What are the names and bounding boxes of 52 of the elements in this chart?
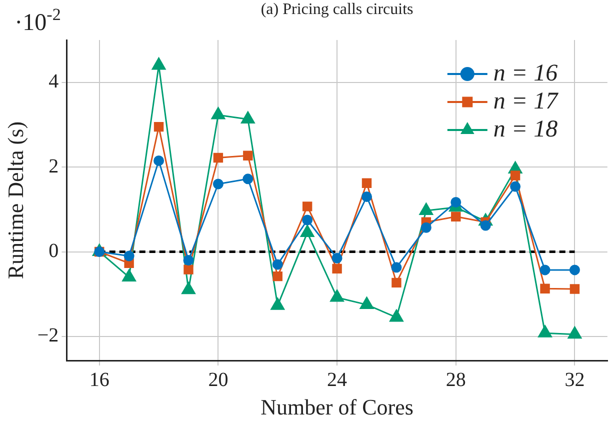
point xyxy=(510,170,520,180)
point xyxy=(390,310,404,322)
x-axis-title: Number of Cores xyxy=(260,394,414,420)
point xyxy=(480,220,491,231)
y-tick-label: 2 xyxy=(48,155,59,178)
point xyxy=(182,282,196,294)
y-tick-label: 0 xyxy=(48,240,59,262)
legend-label: n = 17 xyxy=(493,88,559,114)
point xyxy=(270,298,285,310)
legend-label: n = 16 xyxy=(493,60,558,86)
point xyxy=(540,284,550,294)
point xyxy=(302,202,312,212)
x-tick-label: 32 xyxy=(564,368,585,391)
point xyxy=(362,191,372,202)
point xyxy=(243,150,253,160)
point xyxy=(360,296,374,309)
x-tick-label: 28 xyxy=(446,368,466,391)
y-axis-title: Runtime Delta (s) xyxy=(2,121,28,280)
point xyxy=(451,212,461,222)
chart-title: (a) Pricing calls circuits xyxy=(260,1,414,18)
point xyxy=(272,259,283,270)
y-tick-label: −2 xyxy=(37,324,59,347)
point xyxy=(272,271,282,282)
point xyxy=(122,269,136,282)
point xyxy=(212,178,224,190)
x-tick-label: 16 xyxy=(89,368,110,391)
point xyxy=(154,155,164,166)
point xyxy=(184,264,194,274)
point xyxy=(392,278,402,288)
point xyxy=(568,326,582,339)
point xyxy=(330,290,344,302)
point xyxy=(391,262,402,273)
y-tick-label: 4 xyxy=(48,70,59,93)
point xyxy=(154,122,164,132)
point xyxy=(538,325,552,338)
legend-label: n = 18 xyxy=(493,116,558,142)
point xyxy=(242,174,254,184)
point xyxy=(510,181,521,192)
point xyxy=(540,264,550,276)
point xyxy=(569,264,580,276)
point xyxy=(124,250,134,262)
x-tick-label: 20 xyxy=(208,368,228,391)
x-tick-label: 24 xyxy=(327,368,348,391)
point xyxy=(570,284,580,294)
point xyxy=(450,196,462,208)
point xyxy=(302,214,313,226)
point xyxy=(213,152,224,163)
point xyxy=(362,178,372,188)
point xyxy=(183,254,194,266)
point xyxy=(332,252,342,264)
point xyxy=(420,222,432,233)
point xyxy=(332,264,342,274)
